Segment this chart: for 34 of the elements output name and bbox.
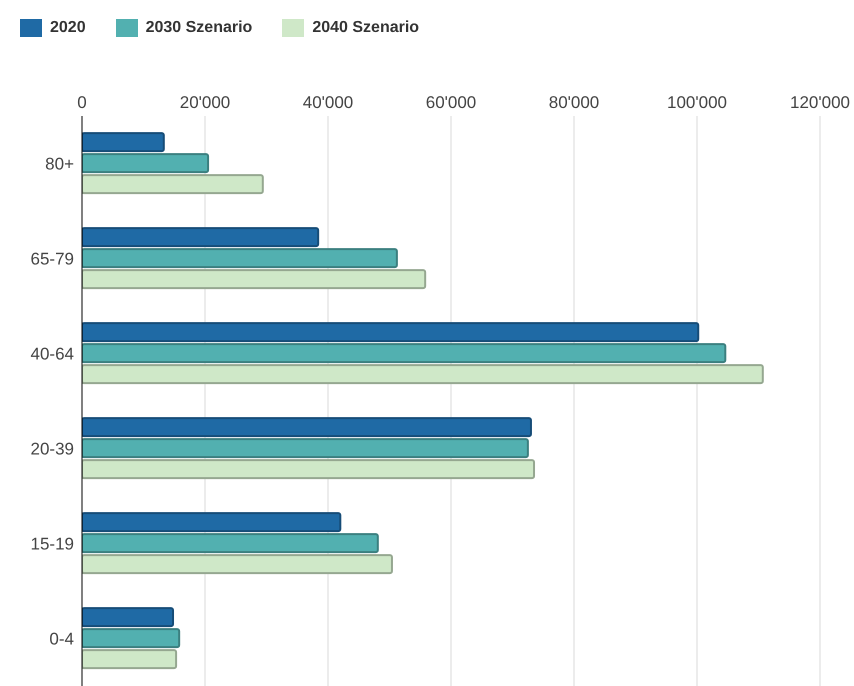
y-tick-label: 0-4 bbox=[49, 630, 74, 649]
x-tick-label: 60'000 bbox=[426, 93, 476, 112]
bar bbox=[82, 322, 700, 342]
x-tick-label: 0 bbox=[77, 93, 87, 112]
bar bbox=[82, 533, 379, 554]
y-tick-label: 65-79 bbox=[30, 250, 74, 269]
x-tick-label: 100'000 bbox=[667, 93, 727, 112]
bar bbox=[82, 174, 264, 194]
bar bbox=[82, 459, 536, 480]
bar bbox=[82, 364, 764, 384]
bar bbox=[82, 438, 529, 458]
legend-label: 2020 bbox=[50, 19, 86, 37]
y-tick-label: 40-64 bbox=[30, 344, 74, 364]
bar bbox=[82, 649, 178, 670]
x-tick-label: 40'000 bbox=[302, 93, 354, 112]
y-tick-label: 20-39 bbox=[30, 440, 74, 459]
bar bbox=[82, 132, 165, 152]
legend-label: 2040 Szenario bbox=[312, 19, 420, 37]
bar bbox=[82, 628, 180, 648]
x-tick-label: 20'000 bbox=[180, 93, 230, 112]
bar bbox=[82, 512, 342, 532]
y-tick-label: 15-19 bbox=[30, 534, 74, 554]
bar bbox=[82, 417, 532, 438]
bar bbox=[82, 227, 320, 248]
bar bbox=[82, 554, 393, 574]
x-tick-label: 80'000 bbox=[548, 93, 600, 112]
bar bbox=[82, 607, 174, 628]
bar bbox=[82, 343, 726, 364]
bar bbox=[82, 248, 398, 268]
x-tick-label: 120'000 bbox=[790, 93, 850, 112]
bar bbox=[82, 269, 426, 290]
y-tick-label: 80+ bbox=[45, 154, 74, 174]
legend-label: 2030 Szenario bbox=[146, 19, 252, 37]
bar bbox=[82, 153, 210, 174]
